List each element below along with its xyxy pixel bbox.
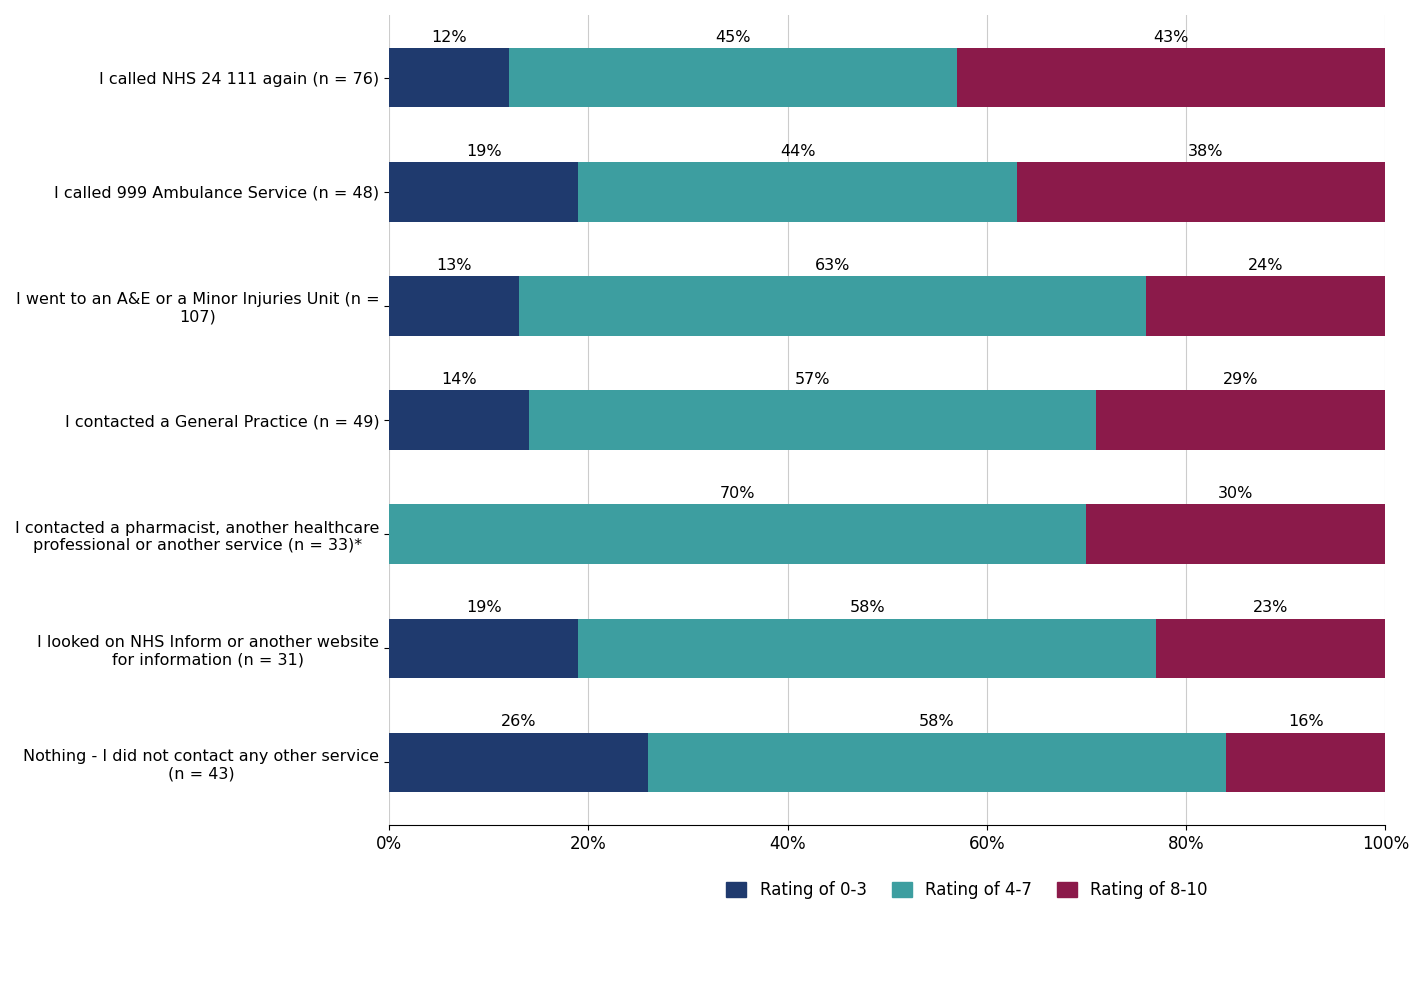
Bar	[389, 277, 518, 336]
Bar	[578, 162, 1017, 221]
Bar	[389, 619, 578, 678]
Text: 12%: 12%	[431, 30, 467, 44]
Bar	[508, 48, 957, 107]
Bar	[1017, 162, 1396, 221]
Text: 70%: 70%	[721, 486, 756, 501]
Text: 26%: 26%	[501, 714, 537, 729]
Bar	[389, 733, 648, 792]
Bar	[389, 391, 528, 450]
Text: 19%: 19%	[466, 144, 501, 158]
Text: 44%: 44%	[780, 144, 816, 158]
Text: 63%: 63%	[815, 258, 850, 273]
Text: 30%: 30%	[1219, 486, 1253, 501]
Text: 38%: 38%	[1188, 144, 1223, 158]
Bar	[389, 162, 578, 221]
Text: 23%: 23%	[1253, 600, 1289, 615]
Text: 13%: 13%	[436, 258, 471, 273]
Bar	[578, 619, 1156, 678]
Bar	[1156, 619, 1386, 678]
Bar	[1226, 733, 1386, 792]
Bar	[1146, 277, 1386, 336]
Bar	[518, 277, 1146, 336]
Bar	[648, 733, 1226, 792]
Text: 57%: 57%	[795, 372, 830, 387]
Legend: Rating of 0-3, Rating of 4-7, Rating of 8-10: Rating of 0-3, Rating of 4-7, Rating of …	[719, 875, 1215, 906]
Text: 19%: 19%	[466, 600, 501, 615]
Text: 58%: 58%	[850, 600, 886, 615]
Text: 24%: 24%	[1247, 258, 1283, 273]
Bar	[389, 505, 1087, 564]
Bar	[389, 48, 508, 107]
Text: 16%: 16%	[1287, 714, 1323, 729]
Bar	[957, 48, 1386, 107]
Bar	[1096, 391, 1386, 450]
Bar	[528, 391, 1096, 450]
Text: 58%: 58%	[920, 714, 956, 729]
Text: 43%: 43%	[1153, 30, 1189, 44]
Text: 29%: 29%	[1223, 372, 1259, 387]
Bar	[1087, 505, 1386, 564]
Text: 45%: 45%	[715, 30, 750, 44]
Text: 14%: 14%	[441, 372, 477, 387]
